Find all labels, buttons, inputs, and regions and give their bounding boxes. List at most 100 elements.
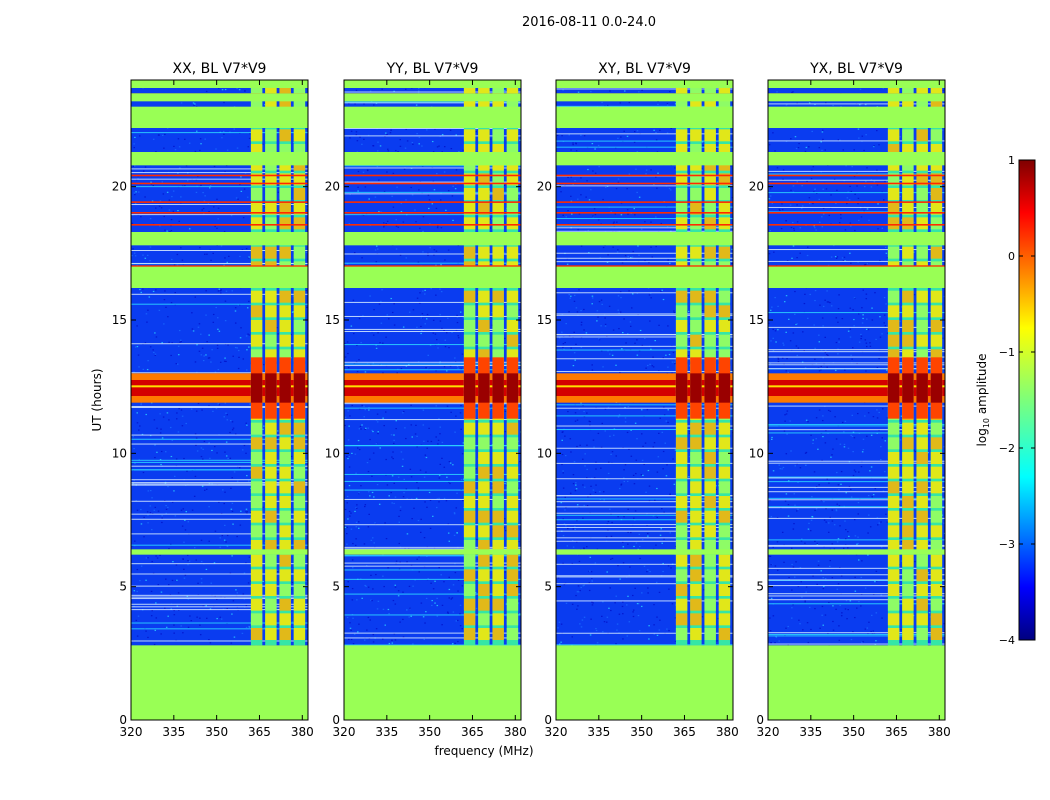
colorbar-label-sub: 10 (982, 418, 991, 428)
x-tick-label: 380 (291, 725, 314, 739)
rfi-line (131, 174, 308, 177)
figure-suptitle: 2016-08-11 0.0-24.0 (522, 15, 656, 30)
rfi-line (556, 201, 733, 203)
x-tick-label: 350 (630, 725, 653, 739)
y-tick-label: 15 (325, 313, 340, 327)
y-tick-label: 15 (749, 313, 764, 327)
flagged-band (344, 106, 521, 128)
panel-frame (130, 79, 309, 721)
panel-frame (343, 79, 522, 721)
rfi-line (768, 212, 945, 214)
x-tick-label: 365 (673, 725, 696, 739)
colorbar-ticks: −4 −3 −2 −1 0 1 (999, 154, 1035, 647)
x-tick-label: 320 (333, 725, 356, 739)
rfi-line (344, 182, 521, 185)
flagged-band (131, 80, 308, 88)
y-tick-label: 0 (332, 713, 340, 727)
flagged-band (131, 549, 308, 555)
rfi-line (556, 182, 733, 185)
rfi-line (344, 224, 521, 226)
y-tick-label: 5 (332, 580, 340, 594)
rfi-channel (265, 80, 277, 646)
panel-frame (767, 79, 946, 721)
y-tick-label: 0 (756, 713, 764, 727)
x-tick-label: 335 (375, 725, 398, 739)
colorbar-label-amplitude: amplitude (975, 354, 989, 418)
panel-yy: YY, BL V7*V9 320 335 350 365 380 0 5 10 15 20 (325, 61, 527, 739)
x-tick-label: 320 (545, 725, 568, 739)
rfi-line (768, 224, 945, 226)
rfi-line (344, 201, 521, 203)
y-tick-label: 5 (119, 580, 127, 594)
colorbar-tick-label: −1 (999, 346, 1015, 359)
rfi-line (768, 265, 945, 267)
panel-title: YY, BL V7*V9 (386, 61, 479, 77)
panel-title: YX, BL V7*V9 (809, 61, 903, 77)
flagged-band (131, 152, 308, 166)
panel-image (556, 80, 733, 720)
y-tick-label: 20 (537, 180, 552, 194)
flagged-band (344, 93, 521, 102)
y-tick-label: 20 (325, 180, 340, 194)
y-tick-label: 10 (112, 446, 127, 460)
rfi-line (768, 182, 945, 185)
y-tick-label: 5 (544, 580, 552, 594)
flagged-band (344, 152, 521, 166)
y-axis-label: UT (hours) (90, 368, 104, 431)
rfi-channel (930, 80, 943, 646)
rfi-line (131, 201, 308, 203)
y-tick-label: 15 (112, 313, 127, 327)
flagged-band (768, 106, 945, 128)
flagged-band (131, 645, 308, 720)
flagged-band (344, 232, 521, 246)
rfi-line (131, 265, 308, 267)
rfi-line (131, 182, 308, 185)
x-tick-label: 380 (504, 725, 527, 739)
flagged-band (556, 152, 733, 166)
y-tick-label: 0 (544, 713, 552, 727)
y-tick-label: 5 (756, 580, 764, 594)
y-tick-label: 15 (537, 313, 552, 327)
flagged-band (344, 549, 521, 555)
panels-group: XX, BL V7*V9 320 335 350 365 380 0 5 10 15 20 YY, B… (112, 61, 951, 739)
flagged-band (768, 93, 945, 102)
flagged-band (344, 645, 521, 720)
x-tick-label: 350 (842, 725, 865, 739)
colorbar-tick-label: 1 (1008, 154, 1015, 167)
panel-image (344, 80, 521, 720)
x-tick-label: 335 (162, 725, 185, 739)
flagged-band (556, 106, 733, 128)
flagged-band (556, 232, 733, 246)
flagged-band (556, 645, 733, 720)
colorbar-tick-label: 0 (1008, 250, 1015, 263)
x-tick-label: 365 (885, 725, 908, 739)
flagged-band (768, 152, 945, 166)
flagged-band (768, 232, 945, 246)
panel-image (131, 80, 308, 720)
rfi-line (768, 201, 945, 203)
panel-xx: XX, BL V7*V9 320 335 350 365 380 0 5 10 15 20 (112, 61, 314, 739)
flagged-band (131, 93, 308, 102)
flagged-band (131, 106, 308, 128)
flagged-band (768, 266, 945, 288)
flagged-band (768, 549, 945, 555)
colorbar-gradient (1018, 159, 1036, 641)
colorbar-label: log10 amplitude (975, 354, 991, 447)
rfi-line (556, 212, 733, 214)
y-tick-label: 10 (325, 446, 340, 460)
panel-title: XX, BL V7*V9 (173, 61, 267, 77)
rfi-line (344, 174, 521, 177)
y-tick-label: 0 (119, 713, 127, 727)
x-axis-label: frequency (MHz) (434, 744, 533, 758)
x-tick-label: 320 (757, 725, 780, 739)
y-tick-label: 20 (749, 180, 764, 194)
panel-title: XY, BL V7*V9 (598, 61, 691, 77)
panel-xy: XY, BL V7*V9 320 335 350 365 380 0 5 10 15 20 (537, 61, 739, 739)
colorbar-tick-label: −3 (999, 538, 1015, 551)
flagged-band (556, 266, 733, 288)
colorbar-tick-label: −4 (999, 634, 1015, 647)
y-tick-label: 20 (112, 180, 127, 194)
x-tick-label: 350 (418, 725, 441, 739)
colorbar-tick-label: −2 (999, 442, 1015, 455)
